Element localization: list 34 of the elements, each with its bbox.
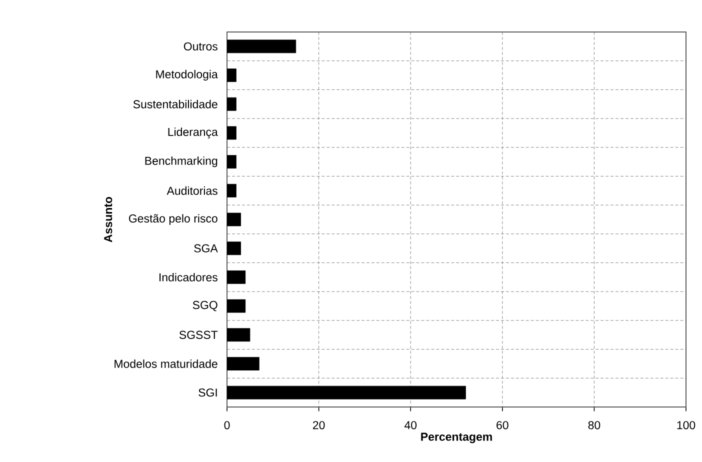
y-tick-label: Modelos maturidade xyxy=(114,360,218,368)
x-tick-label: 100 xyxy=(677,421,696,430)
y-tick-label: Liderança xyxy=(168,128,218,138)
y-tick-label: Outros xyxy=(184,42,218,50)
x-tick-label: 20 xyxy=(312,421,325,430)
y-tick-label: SGI xyxy=(198,388,217,397)
bar xyxy=(227,97,236,111)
bar xyxy=(227,68,236,82)
bar xyxy=(227,155,236,168)
y-axis-title: Assunto xyxy=(104,196,112,242)
bar xyxy=(227,184,236,198)
bar xyxy=(227,328,250,342)
bar xyxy=(227,299,246,313)
bar xyxy=(227,357,260,370)
y-tick-label: SGQ xyxy=(192,300,218,312)
x-tick-label: 40 xyxy=(404,421,417,430)
x-axis-title: Percentagem xyxy=(421,432,492,444)
x-tick-label: 60 xyxy=(496,421,508,430)
y-tick-label: Indicadores xyxy=(160,272,218,282)
bar xyxy=(227,212,241,226)
bar xyxy=(227,242,241,256)
y-tick-label: SGA xyxy=(194,244,218,252)
bar xyxy=(227,126,236,140)
y-tick-label: Benchmarking xyxy=(145,156,218,168)
bar xyxy=(227,270,246,284)
y-tick-label: SGSST xyxy=(179,330,218,339)
bar xyxy=(227,40,296,54)
y-tick-label: Sustentabilidade xyxy=(133,100,218,108)
bar xyxy=(227,386,466,400)
y-tick-label: Metodologia xyxy=(156,70,218,81)
y-tick-label: Gestão pelo risco xyxy=(128,214,218,225)
x-tick-label: 80 xyxy=(588,421,600,430)
y-tick-label: Auditorias xyxy=(166,186,218,195)
x-tick-label: 0 xyxy=(224,421,230,430)
